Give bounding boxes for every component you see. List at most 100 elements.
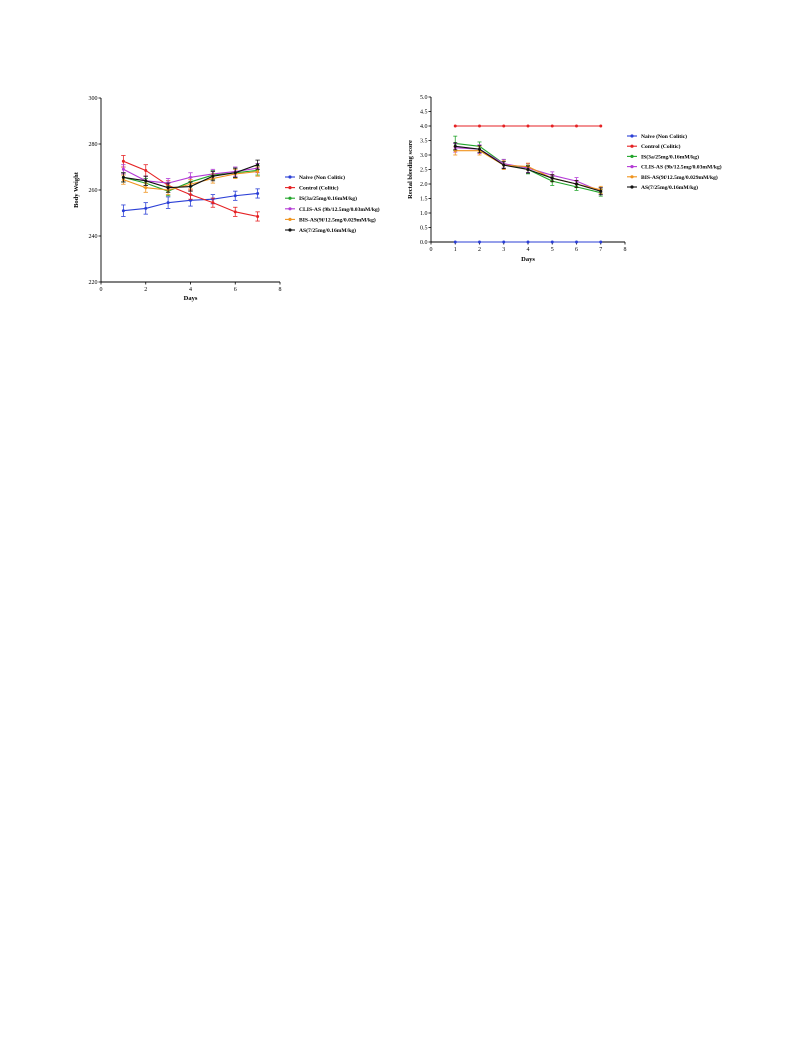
y-axis-title: Rectal bleeding score	[407, 140, 414, 199]
x-tick-label: 6	[575, 247, 578, 253]
x-tick-label: 2	[144, 287, 147, 293]
data-point	[121, 209, 125, 213]
data-point	[453, 144, 457, 148]
data-point	[502, 163, 506, 167]
legend-label: BIS-AS(9f/12.5mg/0.029mM/kg)	[641, 174, 718, 181]
legend-label: IS(3a/25mg/0.16mM/kg)	[641, 153, 699, 160]
series-1	[453, 124, 603, 128]
legend-swatch-marker	[288, 217, 292, 221]
data-point	[502, 240, 506, 244]
data-point	[478, 240, 481, 244]
y-tick-label: 0.5	[420, 226, 428, 232]
legend-swatch-marker	[630, 165, 634, 169]
x-tick-label: 3	[502, 247, 505, 253]
data-point	[189, 198, 192, 202]
data-point	[478, 147, 481, 151]
data-point	[256, 170, 260, 174]
y-tick-label: 260	[89, 188, 98, 194]
y-tick-label: 3.5	[420, 139, 428, 145]
data-point	[453, 240, 457, 244]
data-point	[526, 168, 530, 171]
x-tick-label: 4	[189, 287, 192, 293]
x-axis-title: Days	[184, 295, 198, 302]
data-point	[166, 186, 170, 190]
data-point	[233, 194, 237, 198]
data-point	[256, 214, 260, 218]
series-5	[121, 159, 260, 193]
legend-label: Control (Colitic)	[641, 143, 681, 150]
legend-swatch-marker	[630, 134, 634, 138]
x-tick-label: 8	[279, 287, 282, 293]
data-point	[526, 240, 530, 244]
x-tick-label: 8	[624, 247, 627, 253]
legend-swatch-marker	[288, 175, 292, 179]
data-point	[575, 124, 578, 128]
data-point	[121, 175, 125, 179]
x-axis-title: Days	[521, 256, 535, 263]
y-tick-label: 0.0	[420, 240, 428, 246]
legend-label: IS(3a/25mg/0.16mM/kg)	[299, 195, 357, 202]
data-point	[599, 189, 603, 193]
data-point	[599, 124, 603, 128]
data-point	[575, 240, 578, 244]
y-tick-label: 220	[89, 280, 98, 286]
data-point	[144, 206, 148, 210]
x-tick-label: 4	[527, 247, 530, 253]
legend-swatch-marker	[630, 144, 634, 148]
legend-label: AS(7/25mg/0.16mM/kg)	[299, 227, 356, 234]
data-point	[550, 176, 554, 180]
data-point	[121, 159, 125, 163]
data-point	[166, 201, 170, 205]
data-point	[144, 186, 148, 190]
y-tick-label: 2.5	[420, 168, 428, 174]
legend-swatch-marker	[630, 154, 634, 158]
data-point	[502, 124, 506, 128]
legend-label: Naive (Non Colitic)	[641, 133, 687, 140]
data-point	[144, 168, 148, 172]
x-tick-label: 5	[551, 247, 554, 253]
x-tick-label: 0	[100, 287, 103, 293]
y-tick-label: 300	[89, 96, 98, 102]
data-point	[211, 201, 215, 205]
body-weight-chart: 220 240 260 280 300 0 2 4 6 8 Days Body Weight Naive…	[73, 96, 380, 302]
y-tick-label: 280	[89, 142, 98, 148]
y-tick-label: 240	[89, 234, 98, 240]
data-point	[233, 210, 237, 214]
legend-label: Control (Colitic)	[299, 185, 339, 192]
x-tick-label: 0	[430, 247, 433, 253]
rectal-bleeding-chart: 0.0 0.5 1.0 1.5 2.0 2.5 3.0 3.5 4.0 4.5 5.0 0 1 2 3 4 5 6…	[407, 95, 722, 263]
data-point	[189, 185, 192, 189]
data-point	[233, 171, 237, 175]
legend-swatch-marker	[288, 228, 292, 232]
x-tick-label: 7	[599, 247, 602, 253]
data-point	[453, 124, 457, 128]
legend-label: AS(7/25mg/0.16mM/kg)	[641, 184, 698, 191]
legend-swatch-marker	[288, 207, 292, 211]
data-point	[121, 167, 125, 171]
legend-swatch-marker	[630, 175, 634, 179]
data-point	[189, 175, 192, 179]
legend-swatch-marker	[288, 186, 292, 190]
x-tick-label: 2	[478, 247, 481, 253]
legend-label: BIS-AS(9f/12.5mg/0.029mM/kg)	[299, 216, 376, 223]
data-point	[144, 179, 148, 183]
y-tick-label: 1.5	[420, 197, 428, 203]
data-point	[550, 240, 554, 244]
y-tick-label: 1.0	[420, 211, 428, 217]
data-point	[575, 182, 578, 186]
y-tick-label: 2.0	[420, 182, 428, 188]
series-5	[453, 142, 603, 196]
legend-swatch-marker	[288, 196, 292, 200]
data-point	[478, 124, 481, 128]
data-point	[550, 124, 554, 128]
y-tick-label: 4.0	[420, 124, 428, 130]
legend-label: CLIS-AS (9b/12.5mg/0.03mM/kg)	[641, 164, 722, 171]
x-tick-label: 6	[234, 287, 237, 293]
data-point	[256, 191, 260, 195]
legend-label: CLIS-AS (9b/12.5mg/0.03mM/kg)	[299, 206, 380, 213]
y-tick-label: 3.0	[420, 153, 428, 159]
series-0	[453, 240, 603, 244]
y-axis-title: Body Weight	[73, 171, 80, 208]
data-point	[526, 124, 530, 128]
